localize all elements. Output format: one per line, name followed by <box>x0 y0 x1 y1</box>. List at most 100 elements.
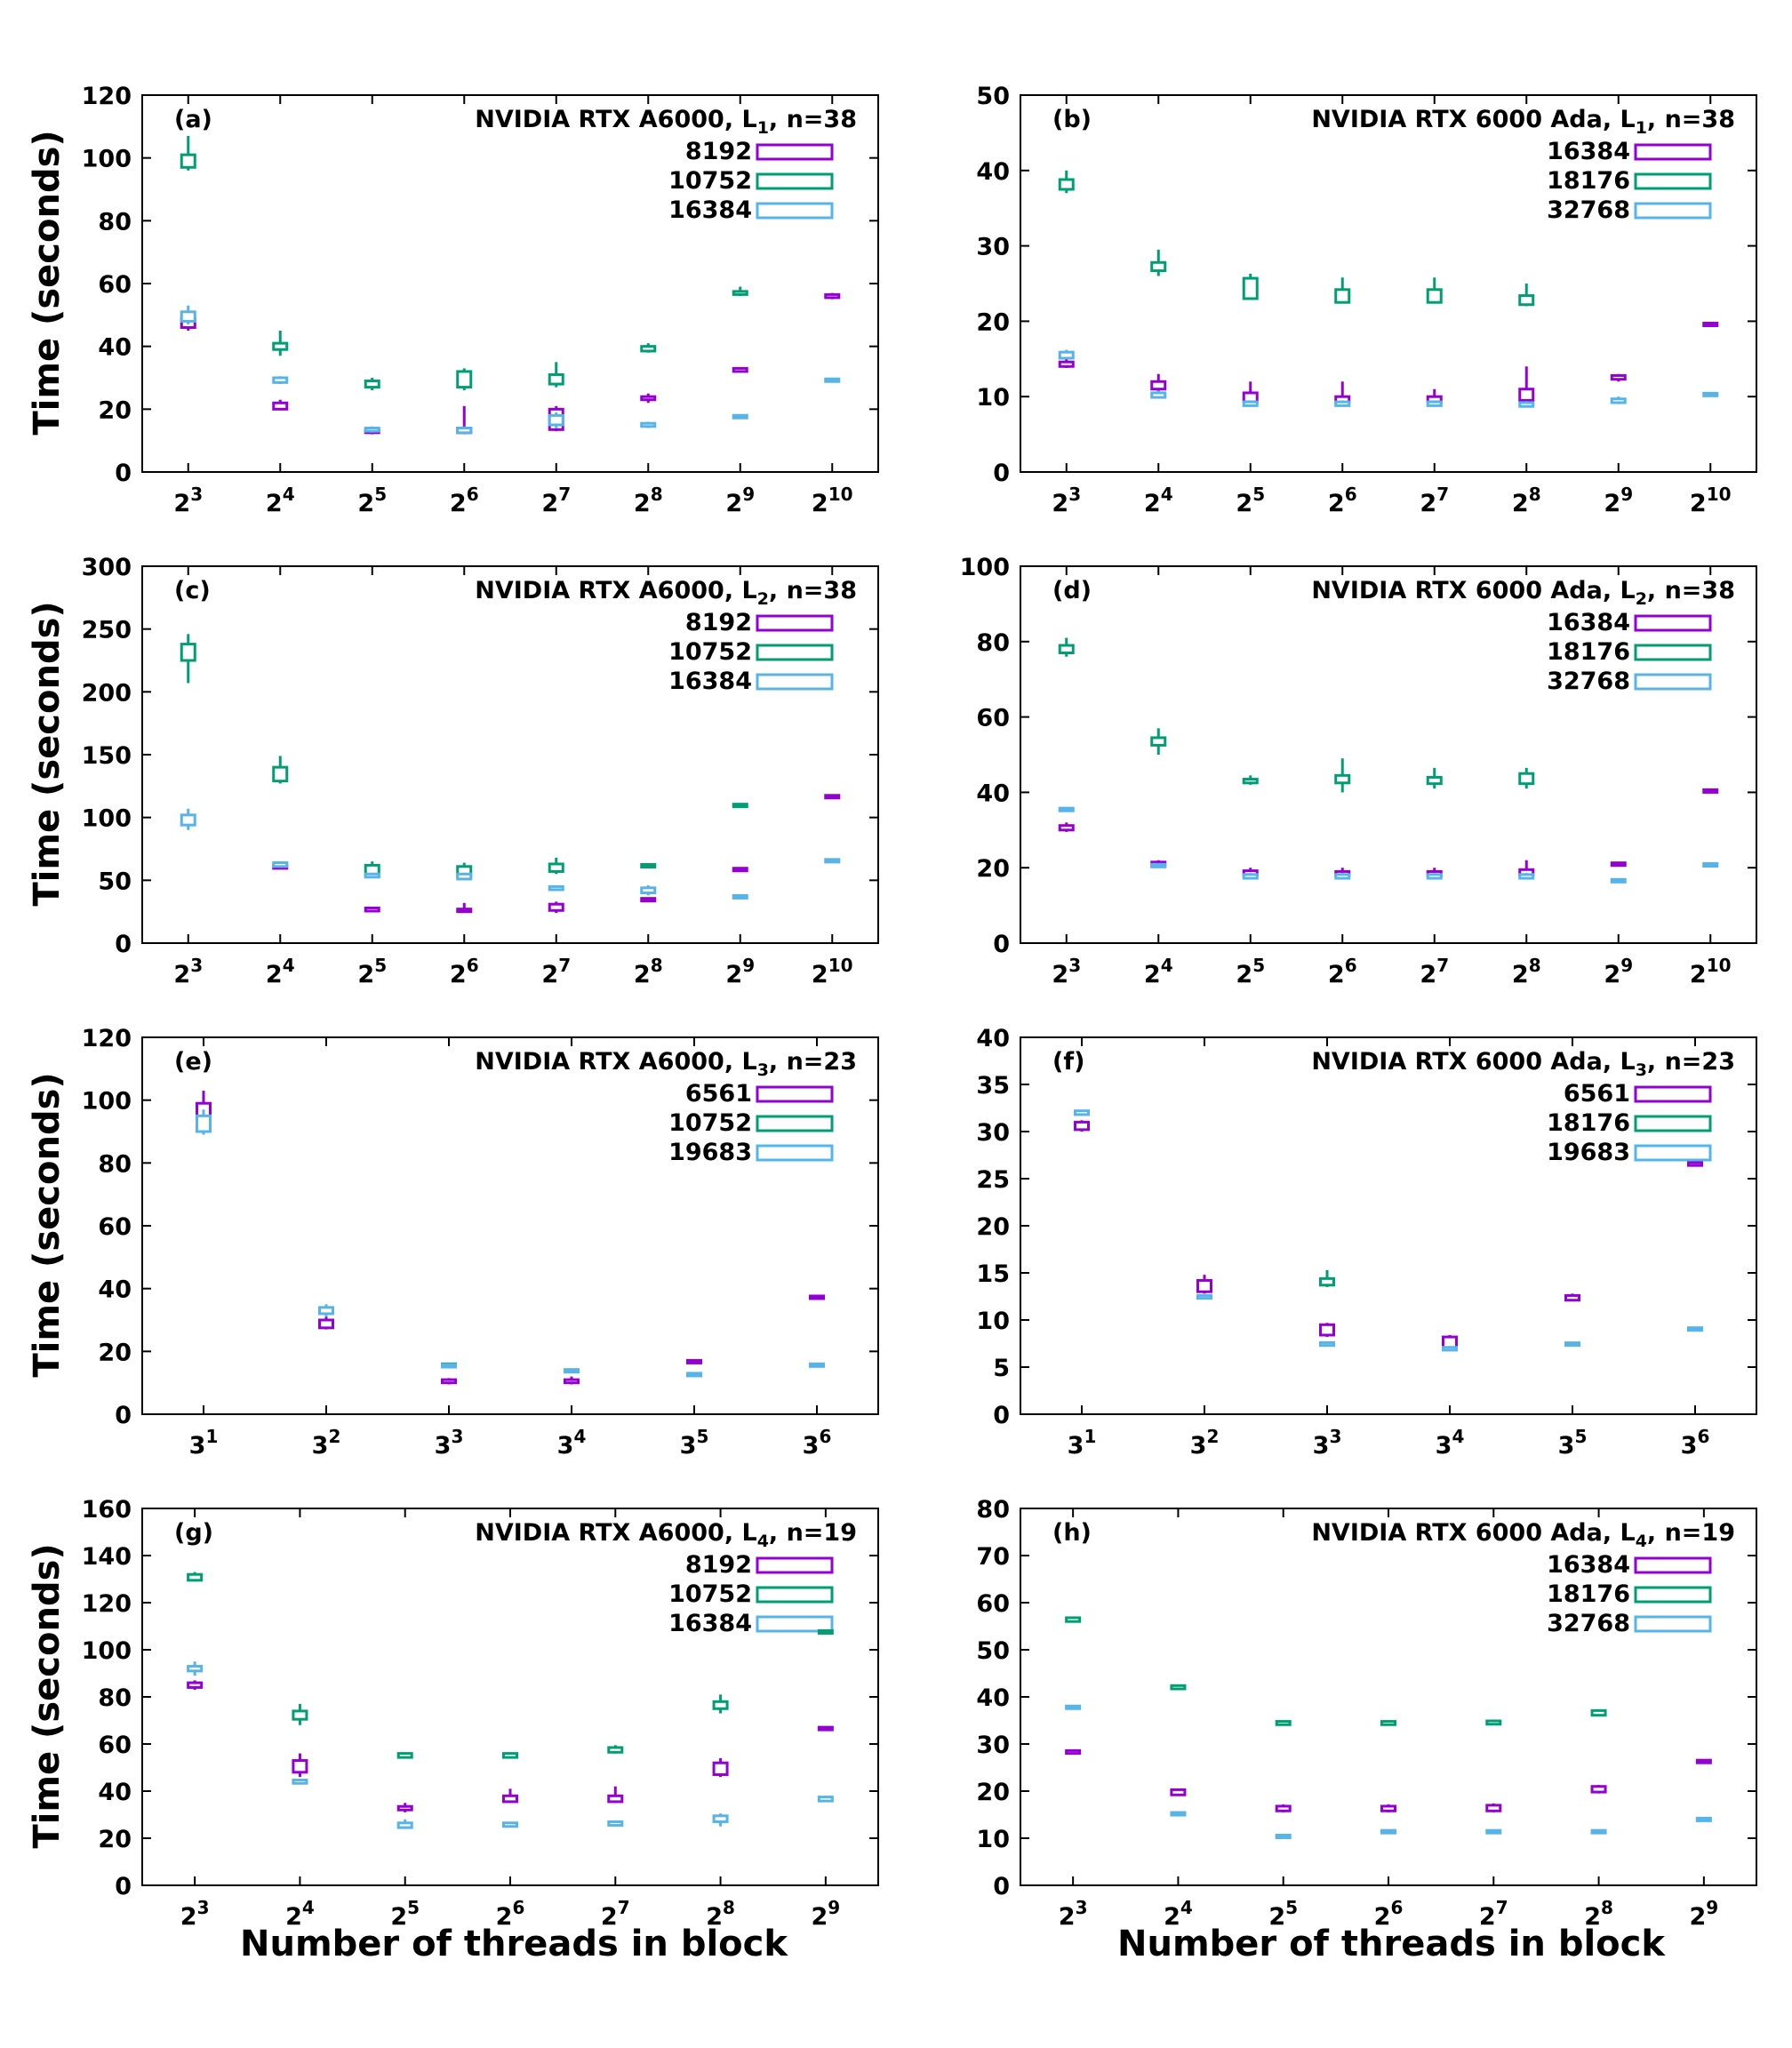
box-mark <box>1426 775 1443 786</box>
box-mark <box>180 310 196 323</box>
box-mark <box>1610 373 1627 381</box>
plot-frame <box>141 94 879 473</box>
box-mark <box>1275 1833 1292 1839</box>
box-mark <box>1150 260 1167 273</box>
box-mark <box>441 1378 457 1385</box>
box-mark <box>1150 862 1167 868</box>
x-tick-label: 32 <box>1190 1426 1220 1460</box>
x-tick-label: 24 <box>1144 955 1173 988</box>
chart-panel: 0 10 20 30 40 50 23 24 25 26 27 28 29 210 (b) NVIDIA RT… <box>976 83 1757 517</box>
y-tick-label: 20 <box>976 308 1010 336</box>
panel-label: (f) <box>1052 1048 1084 1076</box>
y-tick-label: 100 <box>960 554 1010 581</box>
box-mark <box>456 370 473 389</box>
box-mark <box>732 290 748 296</box>
y-tick-label: 80 <box>976 629 1010 657</box>
x-tick-label: 25 <box>1236 484 1265 517</box>
x-tick-label: 35 <box>1558 1426 1588 1460</box>
box-mark <box>1380 1720 1396 1726</box>
box-mark <box>1380 1828 1396 1835</box>
x-tick-label: 210 <box>812 955 853 988</box>
panel-label: (g) <box>174 1519 213 1547</box>
box-mark <box>712 1700 729 1710</box>
plot-frame <box>141 1036 879 1415</box>
box-mark <box>187 1681 204 1689</box>
x-tick-label: 26 <box>450 484 479 517</box>
x-tick-label: 28 <box>1512 955 1541 988</box>
box-mark <box>1518 294 1535 307</box>
y-tick-label: 30 <box>976 1732 1010 1759</box>
legend-swatch <box>756 202 834 220</box>
legend-swatch <box>1634 644 1712 661</box>
box-mark <box>607 1820 624 1827</box>
box-mark <box>1426 400 1443 407</box>
box-mark <box>1334 873 1351 880</box>
x-tick-label: 29 <box>725 484 755 517</box>
y-tick-label: 20 <box>976 1213 1010 1241</box>
x-tick-label: 33 <box>435 1426 464 1460</box>
box-mark <box>1196 1293 1212 1300</box>
box-mark <box>1065 1616 1082 1623</box>
box-mark <box>364 427 380 433</box>
x-tick-label: 25 <box>357 955 387 988</box>
x-tick-label: 23 <box>1059 1897 1088 1931</box>
x-tick-label: 26 <box>1328 484 1357 517</box>
legend-swatch <box>1634 1144 1712 1162</box>
legend-label: 10752 <box>668 638 752 666</box>
legend-swatch <box>1634 143 1712 161</box>
x-tick-label: 29 <box>725 955 755 988</box>
y-tick-label: 15 <box>976 1260 1010 1288</box>
box-mark <box>1687 1326 1703 1332</box>
x-tick-label: 24 <box>266 955 295 988</box>
chart-panel: 0 5 10 15 20 25 30 35 40 31 32 33 34 35 36 (f) NVIDIA RT… <box>976 1025 1757 1460</box>
box-mark <box>1610 861 1627 868</box>
box-mark <box>1334 288 1351 304</box>
box-mark <box>196 1114 212 1133</box>
plot-frame <box>1020 1036 1757 1415</box>
y-tick-label: 100 <box>82 1088 132 1116</box>
legend-label: 18176 <box>1547 1109 1630 1137</box>
box-mark <box>1170 1788 1187 1796</box>
panel-title: NVIDIA RTX 6000 Ada, L4, n=19 <box>1311 1519 1735 1551</box>
legend-swatch <box>756 1615 834 1633</box>
legend-swatch <box>1634 614 1712 632</box>
y-axis-label-row2: Time (seconds) <box>27 601 68 906</box>
legend-label: 6561 <box>1564 1080 1630 1108</box>
panel-title: NVIDIA RTX A6000, L1, n=38 <box>475 106 857 138</box>
legend-label: 16384 <box>668 668 752 695</box>
legend-swatch <box>756 172 834 190</box>
box-mark <box>548 372 564 386</box>
panel-title: NVIDIA RTX 6000 Ada, L1, n=38 <box>1311 106 1735 138</box>
box-mark <box>1334 400 1351 407</box>
box-mark <box>640 886 657 894</box>
y-tick-label: 35 <box>976 1072 1010 1100</box>
x-tick-label: 24 <box>1144 484 1173 517</box>
x-tick-label: 26 <box>496 1897 525 1931</box>
box-mark <box>817 1796 834 1803</box>
y-tick-label: 40 <box>976 780 1010 807</box>
x-tick-label: 23 <box>173 484 203 517</box>
y-tick-label: 70 <box>976 1543 1010 1571</box>
box-mark <box>1058 644 1075 655</box>
box-mark <box>396 1821 413 1829</box>
box-mark <box>712 1814 729 1823</box>
box-mark <box>1334 773 1351 785</box>
box-mark <box>607 1794 624 1804</box>
y-tick-label: 160 <box>82 1496 132 1524</box>
box-mark <box>732 803 748 809</box>
box-mark <box>1170 1811 1187 1817</box>
box-mark <box>1058 824 1075 832</box>
box-mark <box>1695 1816 1712 1822</box>
box-mark <box>318 1306 334 1316</box>
y-axis-label-row1: Time (seconds) <box>27 130 68 435</box>
panel-title: NVIDIA RTX 6000 Ada, L2, n=38 <box>1311 577 1735 609</box>
box-mark <box>396 1752 413 1759</box>
box-mark <box>180 643 196 662</box>
box-mark <box>824 858 841 864</box>
x-tick-label: 32 <box>312 1426 341 1460</box>
legend-label: 32768 <box>1547 1610 1630 1637</box>
y-tick-label: 5 <box>993 1355 1010 1382</box>
box-mark <box>1485 1719 1502 1726</box>
box-mark <box>1074 1109 1090 1116</box>
legend-swatch <box>1634 1115 1712 1132</box>
